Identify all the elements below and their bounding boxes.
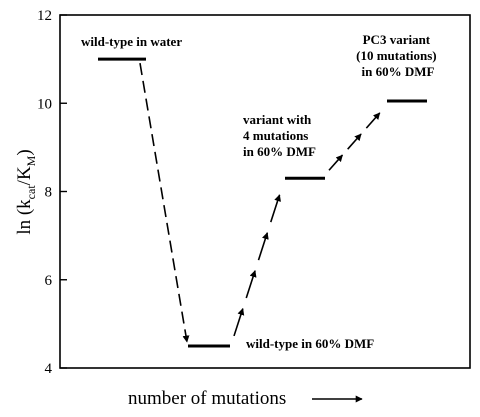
y-label-main: ln (k (14, 199, 35, 235)
x-axis-label: number of mutations (128, 388, 286, 409)
arrow-segment (328, 154, 344, 171)
arrow-segment (365, 112, 381, 129)
annotation-wild-type-water: wild-type in water (81, 34, 182, 49)
y-axis: 4 6 8 10 12 (37, 8, 67, 377)
y-tick-label: 6 (45, 273, 53, 289)
y-tick-label: 10 (37, 96, 52, 112)
annotation-wild-type-dmf: wild-type in 60% DMF (246, 336, 374, 351)
y-tick-label: 4 (45, 361, 53, 377)
arrow-water-to-dmf (139, 62, 190, 343)
arrow-segment (347, 133, 362, 150)
y-tick-label: 8 (45, 185, 53, 201)
arrow-segment (257, 232, 269, 261)
y-label-sub-m: M (24, 155, 38, 166)
annotation-pc3-variant: PC3 variant (10 mutations) in 60% DMF (356, 32, 440, 79)
y-label-end: ) (14, 149, 35, 155)
arrow-dmf-to-variant (233, 194, 281, 337)
y-label-mid: /K (14, 166, 35, 185)
arrow-segment (233, 307, 245, 337)
y-label-sub-cat: cat (24, 185, 38, 200)
y-axis-label: ln (kcat/KM) (14, 149, 38, 234)
annotation-variant-4: variant with 4 mutations in 60% DMF (243, 112, 316, 159)
arrow-segment (269, 194, 281, 223)
arrow-variant-to-pc3 (328, 112, 381, 171)
arrow-segment (245, 270, 257, 299)
y-tick-label: 12 (37, 8, 52, 24)
